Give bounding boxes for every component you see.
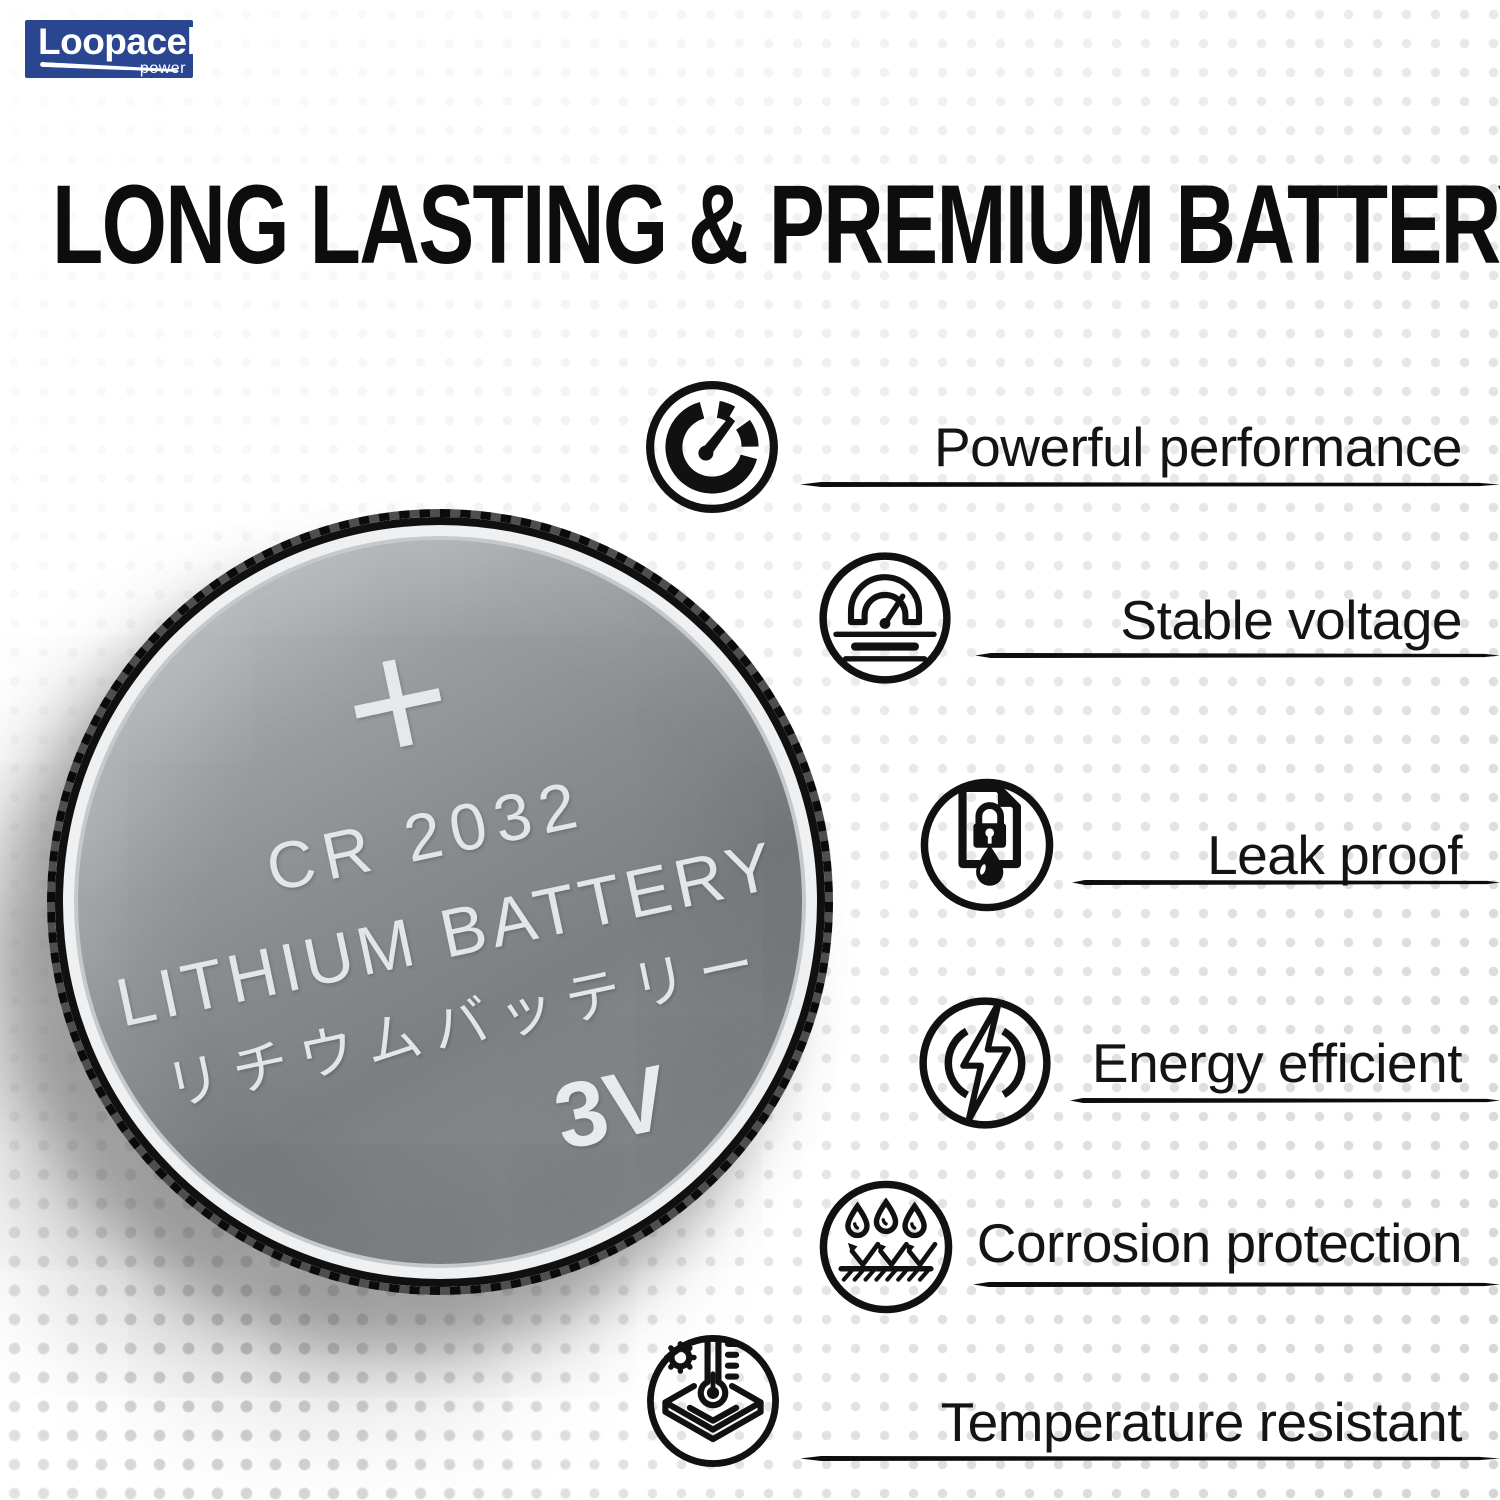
battery-voltage-text: 3V	[545, 1045, 678, 1169]
feature-divider	[800, 482, 1500, 487]
feature-label-powerful-performance: Powerful performance	[933, 416, 1463, 478]
cr2032-battery-image: + CR 2032 LITHIUM BATTERY リチウムバッテリー 3V	[47, 509, 833, 1295]
page-title: LONG LASTING & PREMIUM BATTERY	[52, 162, 1500, 288]
feature-label-corrosion-protection: Corrosion protection	[976, 1212, 1463, 1274]
logo-brand-text: Loopacell	[38, 21, 207, 62]
voltage-gauge-icon	[817, 550, 953, 686]
lightning-bolt-icon	[917, 995, 1053, 1131]
feature-label-temperature-resistant: Temperature resistant	[940, 1391, 1463, 1453]
corrosion-protection-icon	[818, 1179, 954, 1315]
feature-divider	[800, 1456, 1500, 1461]
feature-divider	[1070, 1098, 1500, 1103]
loopacell-logo: Loopacell power	[25, 20, 207, 78]
feature-label-energy-efficient: Energy efficient	[1091, 1032, 1463, 1094]
leak-proof-icon	[919, 777, 1055, 913]
logo-subbrand-text: power	[139, 60, 186, 77]
battery-face-text: + CR 2032 LITHIUM BATTERY リチウムバッテリー 3V	[28, 490, 851, 1313]
feature-label-leak-proof: Leak proof	[1207, 824, 1462, 886]
speedometer-icon	[644, 379, 780, 515]
battery-plus-symbol: +	[325, 593, 469, 810]
feature-label-stable-voltage: Stable voltage	[1120, 589, 1462, 651]
feature-divider	[975, 653, 1500, 658]
feature-divider	[973, 1282, 1500, 1287]
temperature-resistant-icon	[645, 1333, 781, 1469]
